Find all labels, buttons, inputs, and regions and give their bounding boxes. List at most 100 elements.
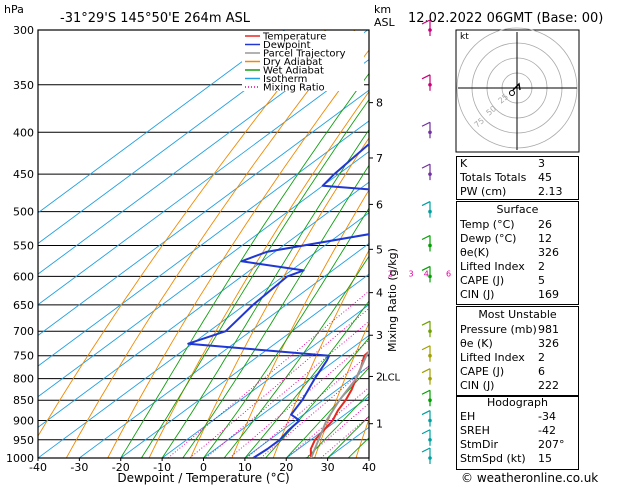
table-row-label: K: [460, 157, 468, 170]
wind-barb-flag: [421, 410, 431, 416]
wind-barb-dot: [428, 398, 432, 403]
isotherm-line: [38, 120, 369, 367]
x-tick-label: -30: [70, 461, 88, 474]
wind-barb-dot: [428, 243, 432, 248]
table-row-label: SREH: [460, 424, 490, 437]
table-row-value: 45: [538, 171, 552, 184]
location-title: -31°29'S 145°50'E 264m ASL: [60, 11, 251, 26]
legend-item-label: Temperature: [262, 32, 326, 43]
isotherm-line: [38, 58, 369, 306]
pressure-tick-label: 750: [13, 350, 34, 363]
dry-adiabat-line: [190, 137, 369, 458]
wind-barbs: [421, 19, 432, 464]
wind-barb-dot: [428, 130, 432, 135]
plot-lines: [38, 30, 629, 458]
km-tick-label: 3: [376, 329, 383, 342]
wet-adiabat-line: [141, 98, 369, 458]
wind-barb-flag: [421, 234, 431, 241]
table-row-label: Pressure (mb): [460, 323, 537, 336]
wet-adiabat-line: [182, 164, 369, 458]
table-row-label: CAPE (J): [460, 274, 505, 287]
table-row-label: CIN (J): [460, 379, 495, 392]
wind-barb-flag: [421, 345, 431, 351]
table-row-label: Lifted Index: [460, 260, 525, 273]
legend-box: [242, 31, 364, 91]
table-row-value: 981: [538, 323, 559, 336]
km-tick-label: 4: [376, 287, 383, 300]
x-axis-title: Dewpoint / Temperature (°C): [117, 471, 289, 485]
isotherm-line: [120, 273, 369, 458]
table-row-value: 326: [538, 246, 559, 259]
wind-barb-flag: [421, 201, 431, 207]
wind-barb-flag: [421, 320, 431, 326]
wet-adiabat-line: [285, 367, 369, 458]
pressure-tick-label: 800: [13, 373, 34, 386]
isotherm-line: [38, 181, 369, 428]
legend-item-label: Parcel Trajectory: [263, 49, 346, 60]
table-row-value: -42: [538, 424, 556, 437]
pressure-tick-label: 300: [13, 24, 34, 37]
table-row-label: θe (K): [460, 337, 493, 350]
pressure-tick-label: 600: [13, 270, 34, 283]
km-unit-label: km: [374, 3, 391, 16]
mixing-ratio-value-label: 4: [424, 269, 429, 278]
hodograph-table-title: Hodograph: [487, 396, 548, 409]
wind-barb-flag: [421, 447, 431, 453]
wind-barb-dot: [428, 172, 432, 176]
pressure-tick-label: 500: [13, 206, 34, 219]
pressure-tick-label: 700: [13, 325, 34, 338]
wind-barb-dot: [428, 274, 432, 279]
table-row-value: 3: [538, 157, 545, 170]
wind-barb-flag: [421, 429, 431, 435]
hodograph-storm-motion: [509, 90, 515, 96]
mixing-ratio-axis-title: Mixing Ratio (g/kg): [386, 248, 399, 352]
indices-table: K 3 Totals Totals 45 PW (cm) 2.13 Surface Tem…: [456, 156, 579, 470]
mixing-ratio-value-label: 6: [446, 269, 451, 278]
plot-axes: [37, 29, 373, 461]
table-row-value: 6: [538, 365, 545, 378]
wind-barb-flag: [421, 163, 431, 169]
table-row-label: θe(K): [460, 246, 490, 259]
wet-adiabat-line: [161, 128, 369, 458]
dry-adiabat-line: [231, 189, 369, 458]
pressure-tick-label: 450: [13, 168, 34, 181]
pressure-tick-label: 950: [13, 434, 34, 447]
wet-adiabat-line: [120, 72, 369, 458]
mixing-ratio-value-label: 3: [409, 269, 414, 278]
hpa-unit-label: hPa: [4, 3, 24, 16]
wind-barb-dot: [428, 418, 432, 423]
table-row-label: StmDir: [460, 438, 499, 451]
isotherm-line: [203, 334, 369, 458]
wind-barb-dot: [428, 82, 432, 87]
profiles: [187, 142, 369, 458]
pressure-tick-label: 650: [13, 299, 34, 312]
isotherm-line: [38, 30, 327, 245]
mixing-ratio-line: [167, 290, 369, 458]
mixing-ratio-value-label: 2: [388, 269, 393, 278]
table-row-label: CIN (J): [460, 288, 495, 301]
isotherm-line: [38, 30, 286, 214]
wind-barb-flag: [421, 121, 431, 127]
wet-adiabat-line: [244, 300, 369, 458]
table-row-label: PW (cm): [460, 185, 507, 198]
dry-adiabat-line: [38, 30, 326, 437]
table-row-label: Temp (°C): [460, 218, 515, 231]
table-row-label: CAPE (J): [460, 365, 505, 378]
dry-adiabat-line: [604, 30, 629, 458]
legend-item-label: Mixing Ratio: [263, 83, 325, 94]
dry-adiabat-line: [148, 90, 369, 458]
isotherm-line: [38, 30, 368, 275]
isotherm-line: [38, 212, 369, 458]
series-line-dewpoint: [187, 142, 369, 458]
series-line-parcel-trajectory: [310, 350, 369, 458]
table-row-value: 207°: [538, 438, 565, 451]
table-row-label: StmSpd (kt): [460, 452, 526, 465]
pressure-tick-label: 550: [13, 239, 34, 252]
table-row-value: 222: [538, 379, 559, 392]
table-row-value: 2: [538, 260, 545, 273]
km-tick-label: 5: [376, 243, 383, 256]
series-line-temperature: [309, 350, 369, 458]
